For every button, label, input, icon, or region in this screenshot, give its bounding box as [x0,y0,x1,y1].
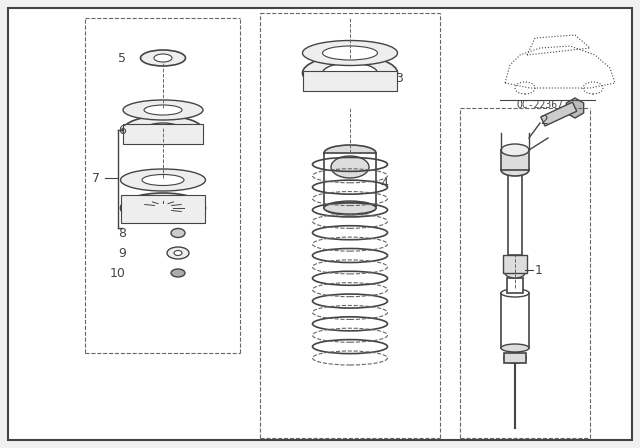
Ellipse shape [142,201,184,215]
Bar [507,278,523,293]
Bar [504,353,526,363]
Text: 5: 5 [118,52,126,65]
Ellipse shape [120,193,205,223]
Bar [121,195,205,223]
Ellipse shape [171,269,185,277]
Bar [123,124,203,144]
Ellipse shape [324,202,376,214]
Bar [324,153,376,208]
Ellipse shape [154,54,172,62]
Text: 4: 4 [380,177,388,190]
Text: 1: 1 [535,263,543,276]
Text: 10: 10 [110,267,126,280]
Ellipse shape [504,353,526,363]
Ellipse shape [324,145,376,161]
Ellipse shape [144,123,182,137]
Ellipse shape [323,46,378,60]
Ellipse shape [171,228,185,237]
Ellipse shape [123,116,203,144]
Bar [501,150,529,170]
Text: OC-22367: OC-22367 [516,100,563,110]
Text: 9: 9 [118,246,126,259]
Ellipse shape [120,169,205,191]
Ellipse shape [123,100,203,120]
Bar [303,71,397,91]
Ellipse shape [501,289,529,297]
Ellipse shape [501,144,529,156]
Text: 6: 6 [118,124,126,137]
Ellipse shape [323,63,378,83]
Ellipse shape [505,268,525,278]
Ellipse shape [303,40,397,65]
Text: 2: 2 [540,113,548,126]
Ellipse shape [167,247,189,259]
Text: 8: 8 [118,227,126,240]
Text: 7: 7 [92,172,100,185]
Bar [501,293,529,348]
Ellipse shape [174,250,182,255]
Ellipse shape [331,156,369,178]
Ellipse shape [303,56,397,90]
Ellipse shape [324,201,376,215]
Ellipse shape [501,344,529,352]
Ellipse shape [142,175,184,185]
Ellipse shape [144,105,182,115]
Bar [503,255,527,273]
Bar [508,170,522,255]
Ellipse shape [501,164,529,176]
Bar [541,102,577,126]
Ellipse shape [141,50,186,66]
Text: 3: 3 [395,72,403,85]
